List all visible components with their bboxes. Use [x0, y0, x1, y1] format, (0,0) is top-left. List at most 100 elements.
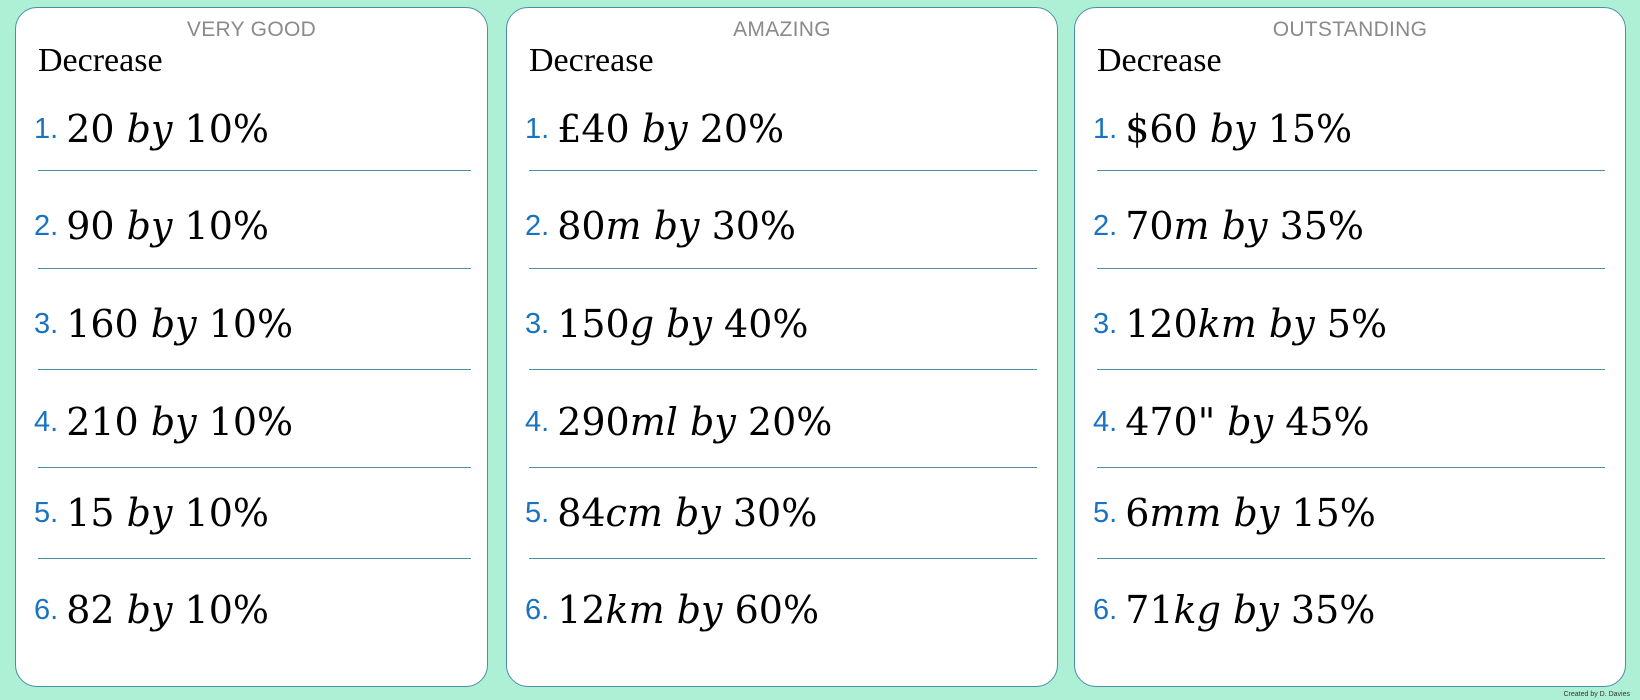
answer-line	[1097, 467, 1605, 468]
answer-line	[529, 467, 1037, 468]
question-percent: 35%	[1290, 588, 1376, 632]
card-outstanding: OUTSTANDING Decrease 1. $60 by 15% 2. 70…	[1074, 7, 1626, 687]
question-by: by	[676, 588, 723, 632]
question-by: by	[126, 107, 173, 151]
question-expression: 90 by 10%	[66, 204, 269, 248]
answer-line	[38, 170, 471, 171]
question-by: by	[1233, 588, 1279, 632]
question-value: 71	[1125, 588, 1174, 632]
card-amazing: AMAZING Decrease 1. £40 by 20% 2. 80m by…	[506, 7, 1058, 687]
question-unit: cm	[605, 491, 663, 535]
question-percent: 5%	[1326, 302, 1388, 346]
question-number: 6.	[525, 593, 550, 626]
question-percent: 15%	[1267, 107, 1353, 151]
question-number: 1.	[34, 112, 59, 145]
question-unit: ml	[629, 400, 678, 444]
card-very-good: VERY GOOD Decrease 1. 20 by 10% 2. 90 by…	[15, 7, 488, 687]
answer-line	[38, 369, 471, 370]
question-expression: 70m by 35%	[1125, 204, 1364, 248]
card-level-title: OUTSTANDING	[1272, 18, 1428, 41]
question-value: 20	[66, 107, 115, 151]
question-by: by	[690, 400, 736, 444]
question-item: 4. 470" by 45%	[1093, 392, 1370, 452]
question-expression: 84cm by 30%	[557, 491, 817, 535]
question-item: 5. 6mm by 15%	[1093, 483, 1376, 543]
question-value: $60	[1125, 107, 1198, 151]
question-by: by	[653, 204, 700, 248]
question-number: 5.	[525, 496, 550, 529]
question-number: 3.	[34, 307, 59, 340]
question-expression: 290ml by 20%	[557, 400, 832, 444]
question-value: 80	[557, 204, 606, 248]
question-by: by	[150, 302, 197, 346]
question-number: 6.	[1093, 593, 1118, 626]
question-value: 15	[66, 491, 115, 535]
question-unit: m	[1173, 204, 1210, 248]
answer-line	[1097, 170, 1605, 171]
credit-text: Created by D. Davies	[1563, 691, 1630, 698]
question-unit: kg	[1173, 588, 1221, 632]
question-expression: 6mm by 15%	[1125, 491, 1376, 535]
question-value: 210	[66, 400, 139, 444]
answer-line	[529, 369, 1037, 370]
question-value: 12	[557, 588, 606, 632]
question-item: 3. 120km by 5%	[1093, 294, 1387, 354]
question-unit: km	[605, 588, 665, 632]
card-heading: Decrease	[1097, 42, 1222, 79]
question-expression: 20 by 10%	[66, 107, 269, 151]
question-value: £40	[557, 107, 630, 151]
card-level-title: AMAZING	[733, 18, 831, 41]
question-percent: 30%	[732, 491, 818, 535]
card-heading: Decrease	[38, 42, 163, 79]
question-number: 5.	[1093, 496, 1118, 529]
question-number: 1.	[525, 112, 550, 145]
question-item: 3. 150g by 40%	[525, 294, 809, 354]
question-expression: £40 by 20%	[557, 107, 784, 151]
question-unit: m	[605, 204, 642, 248]
question-value: 160	[66, 302, 139, 346]
question-value: 150	[557, 302, 630, 346]
question-number: 3.	[525, 307, 550, 340]
answer-line	[38, 558, 471, 559]
question-by: by	[1268, 302, 1315, 346]
question-unit: g	[629, 302, 655, 346]
question-number: 2.	[525, 209, 550, 242]
question-item: 6. 82 by 10%	[34, 580, 269, 640]
question-number: 4.	[34, 405, 59, 438]
question-item: 6. 71kg by 35%	[1093, 580, 1375, 640]
question-percent: 30%	[711, 204, 797, 248]
question-item: 3. 160 by 10%	[34, 294, 293, 354]
question-percent: 40%	[724, 302, 809, 346]
answer-line	[529, 268, 1037, 269]
question-by: by	[126, 204, 173, 248]
question-expression: $60 by 15%	[1125, 107, 1352, 151]
question-percent: 20%	[699, 107, 785, 151]
question-percent: 15%	[1291, 491, 1376, 535]
question-percent: 10%	[184, 588, 269, 632]
question-value: 6	[1125, 491, 1150, 535]
question-percent: 10%	[208, 302, 294, 346]
question-by: by	[674, 491, 721, 535]
question-percent: 10%	[184, 491, 269, 535]
question-number: 6.	[34, 593, 59, 626]
question-percent: 20%	[747, 400, 833, 444]
question-by: by	[666, 302, 712, 346]
answer-line	[38, 467, 471, 468]
question-expression: 210 by 10%	[66, 400, 293, 444]
question-expression: 160 by 10%	[66, 302, 293, 346]
question-unit: mm	[1149, 491, 1222, 535]
question-number: 4.	[525, 405, 550, 438]
question-by: by	[641, 107, 688, 151]
question-item: 1. 20 by 10%	[34, 99, 269, 159]
question-value: 290	[557, 400, 630, 444]
answer-line	[38, 268, 471, 269]
question-by: by	[1209, 107, 1256, 151]
question-by: by	[1227, 400, 1274, 444]
question-value: 82	[66, 588, 115, 632]
question-percent: 10%	[184, 107, 269, 151]
question-by: by	[126, 588, 173, 632]
question-by: by	[150, 400, 197, 444]
question-expression: 470" by 45%	[1125, 400, 1369, 444]
question-expression: 12km by 60%	[557, 588, 819, 632]
question-item: 6. 12km by 60%	[525, 580, 819, 640]
